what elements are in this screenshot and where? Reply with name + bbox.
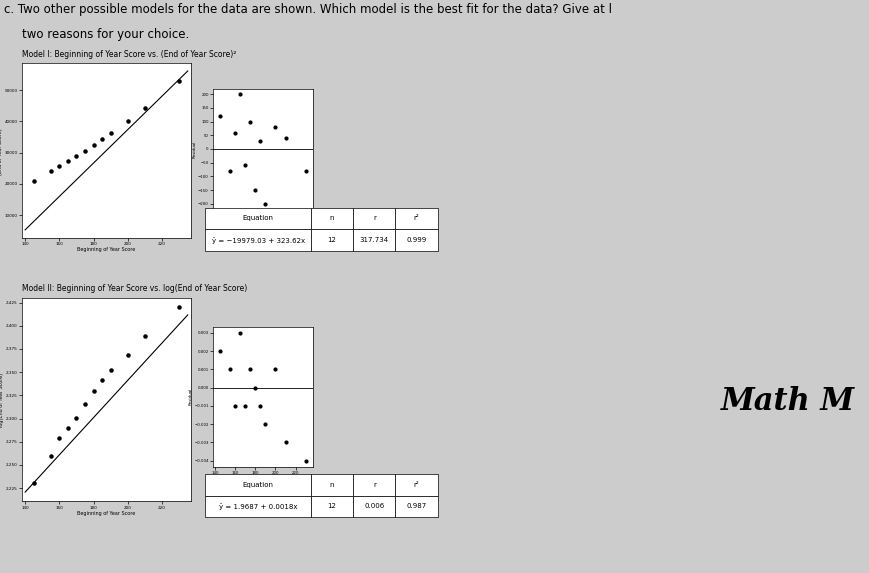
Point [96, 135, 109, 144]
Point [258, 199, 272, 208]
Point [138, 104, 152, 113]
X-axis label: Beginning of Year Score: Beginning of Year Score [77, 248, 136, 252]
Point [27, 479, 41, 488]
Y-axis label: log(End of Year Score): log(End of Year Score) [0, 372, 4, 427]
X-axis label: Beginning of Year Score: Beginning of Year Score [238, 477, 288, 481]
Point [52, 433, 66, 442]
Point [258, 419, 272, 429]
Point [43, 451, 57, 460]
Point [279, 134, 293, 143]
Point [243, 365, 257, 374]
Text: Model II: Beginning of Year Score vs. log(End of Year Score): Model II: Beginning of Year Score vs. lo… [22, 284, 247, 293]
Y-axis label: Residual: Residual [193, 140, 196, 158]
Point [238, 401, 252, 410]
Point [299, 166, 313, 175]
Point [138, 331, 152, 340]
Point [223, 365, 237, 374]
Point [172, 76, 186, 85]
Point [229, 401, 242, 410]
Point [299, 456, 313, 465]
Point [78, 399, 92, 409]
Point [233, 90, 247, 99]
Point [223, 166, 237, 175]
Point [249, 383, 262, 393]
Point [70, 413, 83, 422]
X-axis label: Beginning of Year Score: Beginning of Year Score [238, 219, 288, 223]
Point [172, 303, 186, 312]
Y-axis label: Residual: Residual [189, 388, 193, 406]
Point [87, 140, 101, 150]
Point [254, 401, 268, 410]
Point [78, 146, 92, 155]
Point [269, 365, 282, 374]
Point [233, 328, 247, 337]
Point [43, 167, 57, 176]
Point [61, 156, 75, 166]
Point [121, 117, 135, 126]
Point [279, 438, 293, 447]
Text: Model I: Beginning of Year Score vs. (End of Year Score)²: Model I: Beginning of Year Score vs. (En… [22, 50, 236, 60]
Point [87, 386, 101, 395]
Point [249, 186, 262, 195]
Point [70, 151, 83, 160]
Point [213, 347, 227, 356]
Point [27, 176, 41, 185]
Point [238, 161, 252, 170]
Text: c. Two other possible models for the data are shown. Which model is the best fit: c. Two other possible models for the dat… [4, 3, 613, 16]
Text: Math M: Math M [721, 386, 855, 417]
Point [103, 129, 117, 138]
Y-axis label: (End of Year Score)²: (End of Year Score)² [0, 126, 3, 175]
Point [269, 123, 282, 132]
Point [103, 366, 117, 375]
Point [121, 350, 135, 359]
Text: two reasons for your choice.: two reasons for your choice. [22, 28, 189, 41]
Point [213, 112, 227, 121]
Point [96, 375, 109, 384]
Point [52, 162, 66, 171]
X-axis label: Beginning of Year Score: Beginning of Year Score [77, 511, 136, 516]
Point [243, 117, 257, 126]
Point [61, 423, 75, 433]
Point [254, 136, 268, 146]
Point [229, 128, 242, 137]
